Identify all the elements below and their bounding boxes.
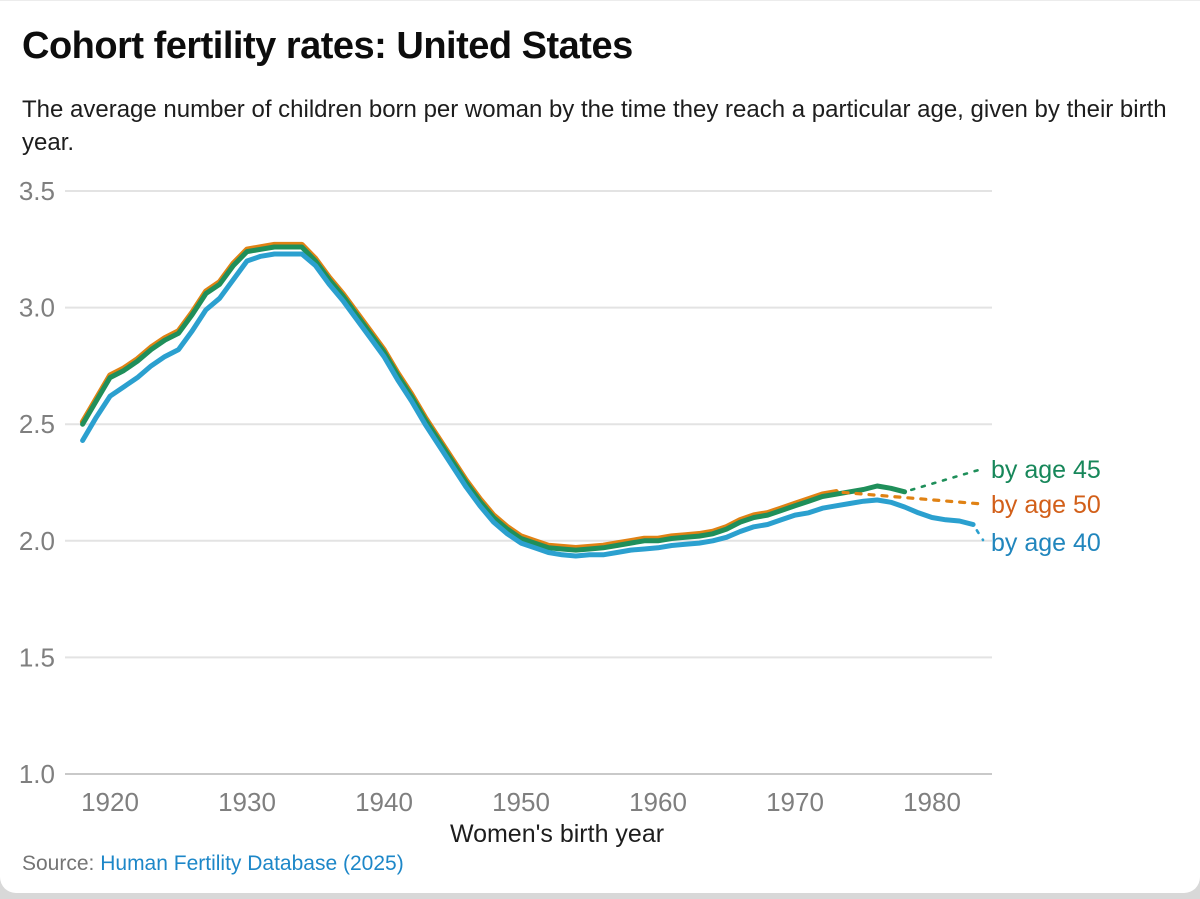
source-link[interactable]: Human Fertility Database (2025) (100, 852, 404, 875)
leader-line-by-age-40 (975, 529, 985, 542)
y-tick-label-2.0: 2.0 (19, 526, 55, 556)
x-tick-label-1950: 1950 (492, 787, 550, 817)
series-line-by-age-40 (80, 251, 976, 559)
series-label-by-age-50: by age 50 (991, 491, 1101, 519)
x-tick-label-1920: 1920 (81, 787, 139, 817)
leader-line-by-age-50 (841, 490, 984, 506)
series-label-by-age-40: by age 40 (991, 529, 1101, 557)
series-label-by-age-45: by age 45 (991, 456, 1101, 484)
chart-subtitle: The average number of children born per … (22, 96, 1167, 156)
x-tick-label-1970: 1970 (766, 787, 824, 817)
leader-line-by-age-45 (910, 467, 984, 492)
series-line-by-age-50 (79, 241, 839, 551)
x-axis-label: Women's birth year (450, 820, 664, 848)
chart-title: Cohort fertility rates: United States (22, 25, 633, 67)
y-tick-label-3.5: 3.5 (19, 176, 55, 206)
x-tick-label-1940: 1940 (355, 787, 413, 817)
y-tick-label-1.5: 1.5 (19, 642, 55, 672)
y-tick-label-2.5: 2.5 (19, 409, 55, 439)
x-tick-label-1980: 1980 (903, 787, 961, 817)
x-tick-label-1930: 1930 (218, 787, 276, 817)
y-tick-label-3.0: 3.0 (19, 293, 55, 323)
source-prefix: Source: (22, 852, 95, 875)
source-line: Source: Human Fertility Database (2025) (22, 852, 404, 876)
y-tick-label-1.0: 1.0 (19, 759, 55, 789)
series-line-by-age-45 (80, 244, 908, 553)
x-tick-label-1960: 1960 (629, 787, 687, 817)
